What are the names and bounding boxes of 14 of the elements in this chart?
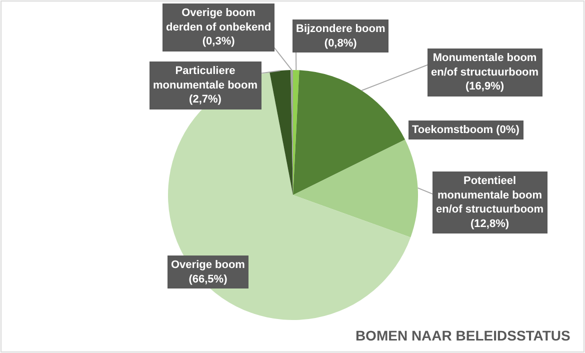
text: BOMEN NAAR BELEIDSSTATUS <box>355 328 570 344</box>
slice-label: Potentieel monumentale boom en/of structuurboom <box>436 175 544 216</box>
data-label: (2,7%) <box>189 94 222 106</box>
slice-label: Overige boom derden of onbekend <box>166 7 272 34</box>
data-label: (0,3%) <box>202 36 236 48</box>
slice-label: Overige boom <box>171 259 246 271</box>
data-label: (16,9%) <box>466 80 504 93</box>
slice-label: Particuliere monumentale boom <box>153 65 258 92</box>
data-label: (12,8%) <box>470 218 510 230</box>
data-label: (0,8%) <box>324 37 358 50</box>
category-label: Toekomstboom (0%) <box>412 124 520 136</box>
data-label: (66,5%) <box>188 273 228 286</box>
slice-label: Bijzondere boom <box>296 23 386 35</box>
slice-label: Monumentale boom en/of structuurboom <box>431 52 539 78</box>
